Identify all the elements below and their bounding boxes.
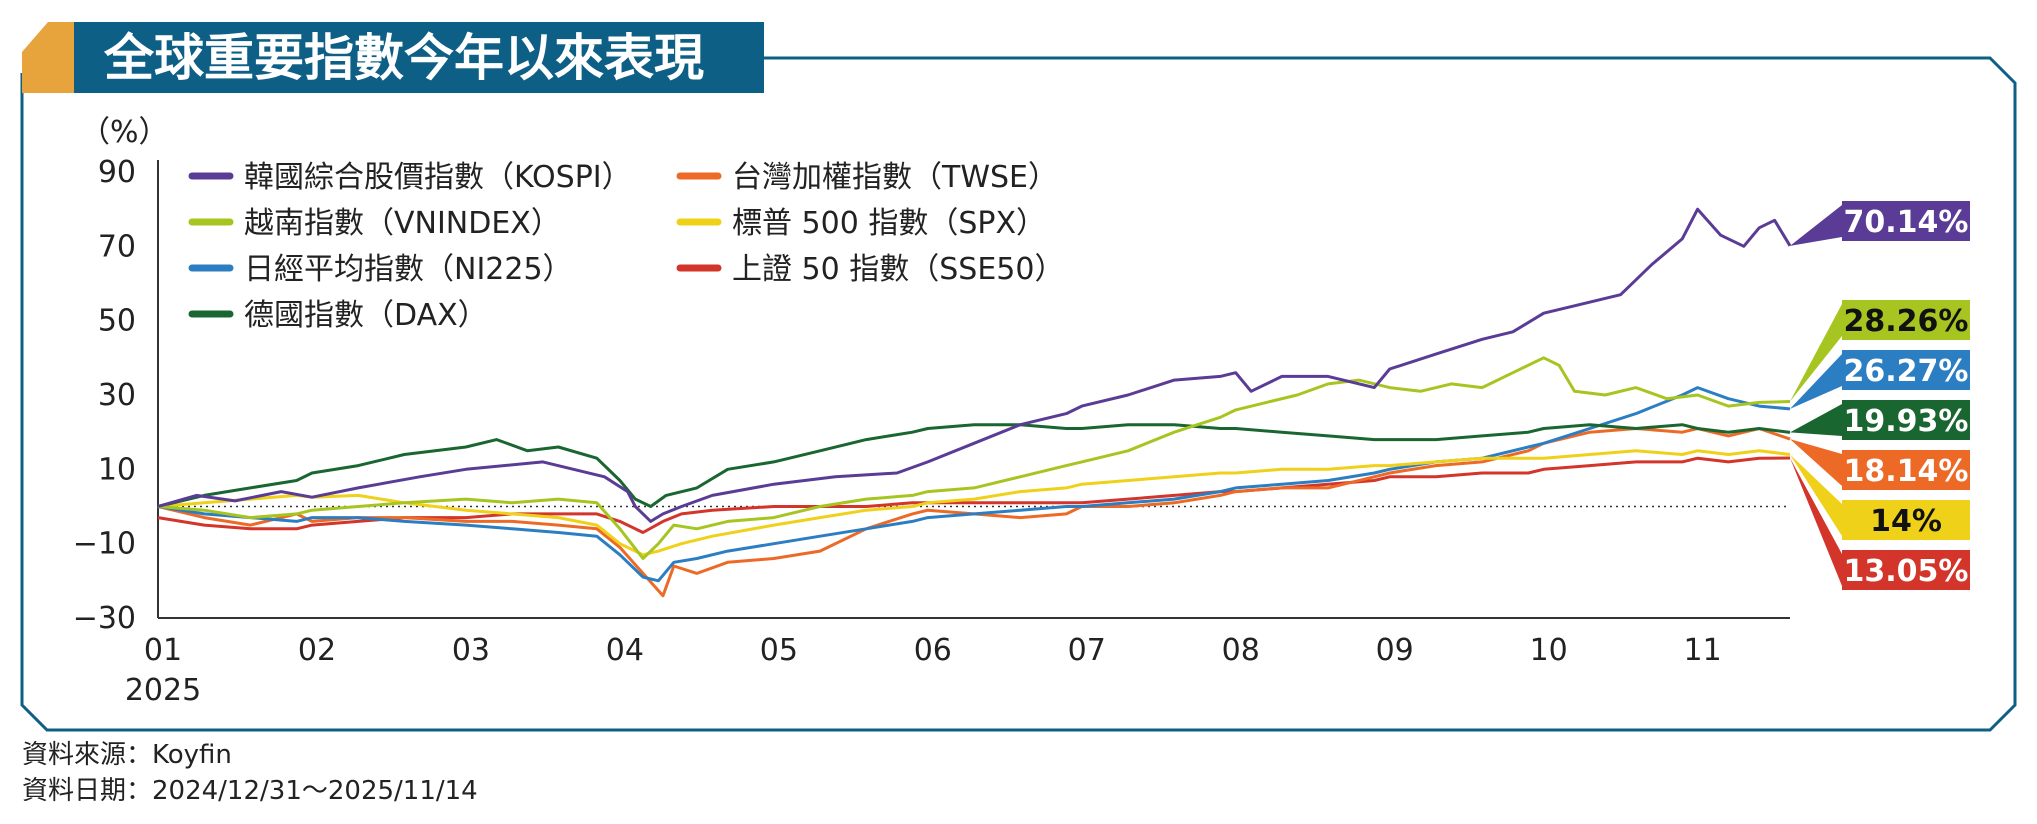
x-tick-label: 02 bbox=[298, 633, 336, 668]
x-tick-label: 07 bbox=[1068, 633, 1106, 668]
end-value-label: 13.05% bbox=[1844, 554, 1969, 589]
x-tick-label: 01 bbox=[144, 633, 182, 668]
end-value-badge bbox=[1842, 400, 1970, 440]
end-value-badge bbox=[1842, 300, 1970, 340]
frame-border bbox=[20, 56, 2017, 732]
legend-label: 德國指數（DAX） bbox=[244, 298, 488, 333]
end-value-label: 26.27% bbox=[1844, 354, 1969, 389]
series-line bbox=[157, 207, 1792, 523]
end-value-label: 19.93% bbox=[1844, 404, 1969, 439]
series-line bbox=[157, 449, 1791, 557]
callout-pointer bbox=[1790, 457, 1842, 586]
x-tick-label: 06 bbox=[914, 633, 952, 668]
callout-pointer bbox=[1790, 205, 1842, 246]
end-value-badge bbox=[1842, 550, 1970, 590]
x-year-label: 2025 bbox=[125, 673, 201, 708]
end-value-badge bbox=[1842, 450, 1970, 490]
y-tick-label: 30 bbox=[98, 378, 136, 413]
x-tick-label: 11 bbox=[1684, 633, 1722, 668]
source-line: 資料來源：Koyfin bbox=[22, 740, 232, 770]
x-tick-label: 05 bbox=[760, 633, 798, 668]
end-value-label: 14% bbox=[1870, 504, 1942, 539]
legend-label: 標普 500 指數（SPX） bbox=[732, 206, 1046, 241]
y-tick-label: 10 bbox=[98, 452, 136, 487]
end-value-badge bbox=[1842, 350, 1970, 390]
callout-pointer bbox=[1790, 404, 1842, 436]
legend-label: 台灣加權指數（TWSE） bbox=[732, 160, 1058, 195]
title-banner bbox=[74, 22, 764, 93]
y-tick-label: 90 bbox=[98, 155, 136, 190]
series-line bbox=[157, 423, 1791, 508]
x-tick-label: 04 bbox=[606, 633, 644, 668]
series-line bbox=[157, 386, 1791, 583]
end-labels: 70.14% 28.26% 26.27% 19.93% 18.14% 14% 13.05% bbox=[1790, 201, 1970, 590]
y-tick-label: 70 bbox=[98, 229, 136, 264]
x-tick-label: 09 bbox=[1376, 633, 1414, 668]
chart-title: 全球重要指數今年以來表現 bbox=[103, 29, 704, 87]
end-value-badge bbox=[1842, 201, 1970, 241]
y-tick-label: 50 bbox=[98, 304, 136, 339]
callout-pointer bbox=[1790, 439, 1842, 486]
title-banner-accent bbox=[22, 22, 86, 93]
callout-pointer bbox=[1790, 454, 1842, 536]
callout-pointer bbox=[1790, 354, 1842, 409]
y-tick-label: −10 bbox=[73, 527, 136, 562]
x-tick-label: 08 bbox=[1222, 633, 1260, 668]
legend-label: 上證 50 指數（SSE50） bbox=[732, 252, 1064, 287]
y-axis-unit: （%） bbox=[80, 115, 169, 150]
series-layer bbox=[157, 207, 1792, 598]
end-value-label: 18.14% bbox=[1844, 454, 1969, 489]
legend-label: 日經平均指數（NI225） bbox=[244, 252, 573, 287]
y-tick-label: −30 bbox=[73, 601, 136, 636]
x-tick-label: 10 bbox=[1530, 633, 1568, 668]
x-tick-label: 03 bbox=[452, 633, 490, 668]
legend-label: 韓國綜合股價指數（KOSPI） bbox=[244, 160, 632, 195]
end-value-label: 28.26% bbox=[1844, 304, 1969, 339]
end-value-badge bbox=[1842, 500, 1970, 540]
series-line bbox=[157, 456, 1791, 534]
end-value-label: 70.14% bbox=[1844, 205, 1969, 240]
legend-label: 越南指數（VNINDEX） bbox=[244, 206, 561, 241]
series-line bbox=[157, 356, 1791, 560]
callout-pointer bbox=[1790, 304, 1842, 402]
legend: 韓國綜合股價指數（KOSPI） 台灣加權指數（TWSE） 越南指數（VNINDEX）… bbox=[188, 160, 1064, 333]
date-line: 資料日期：2024/12/31～2025/11/14 bbox=[22, 776, 478, 806]
